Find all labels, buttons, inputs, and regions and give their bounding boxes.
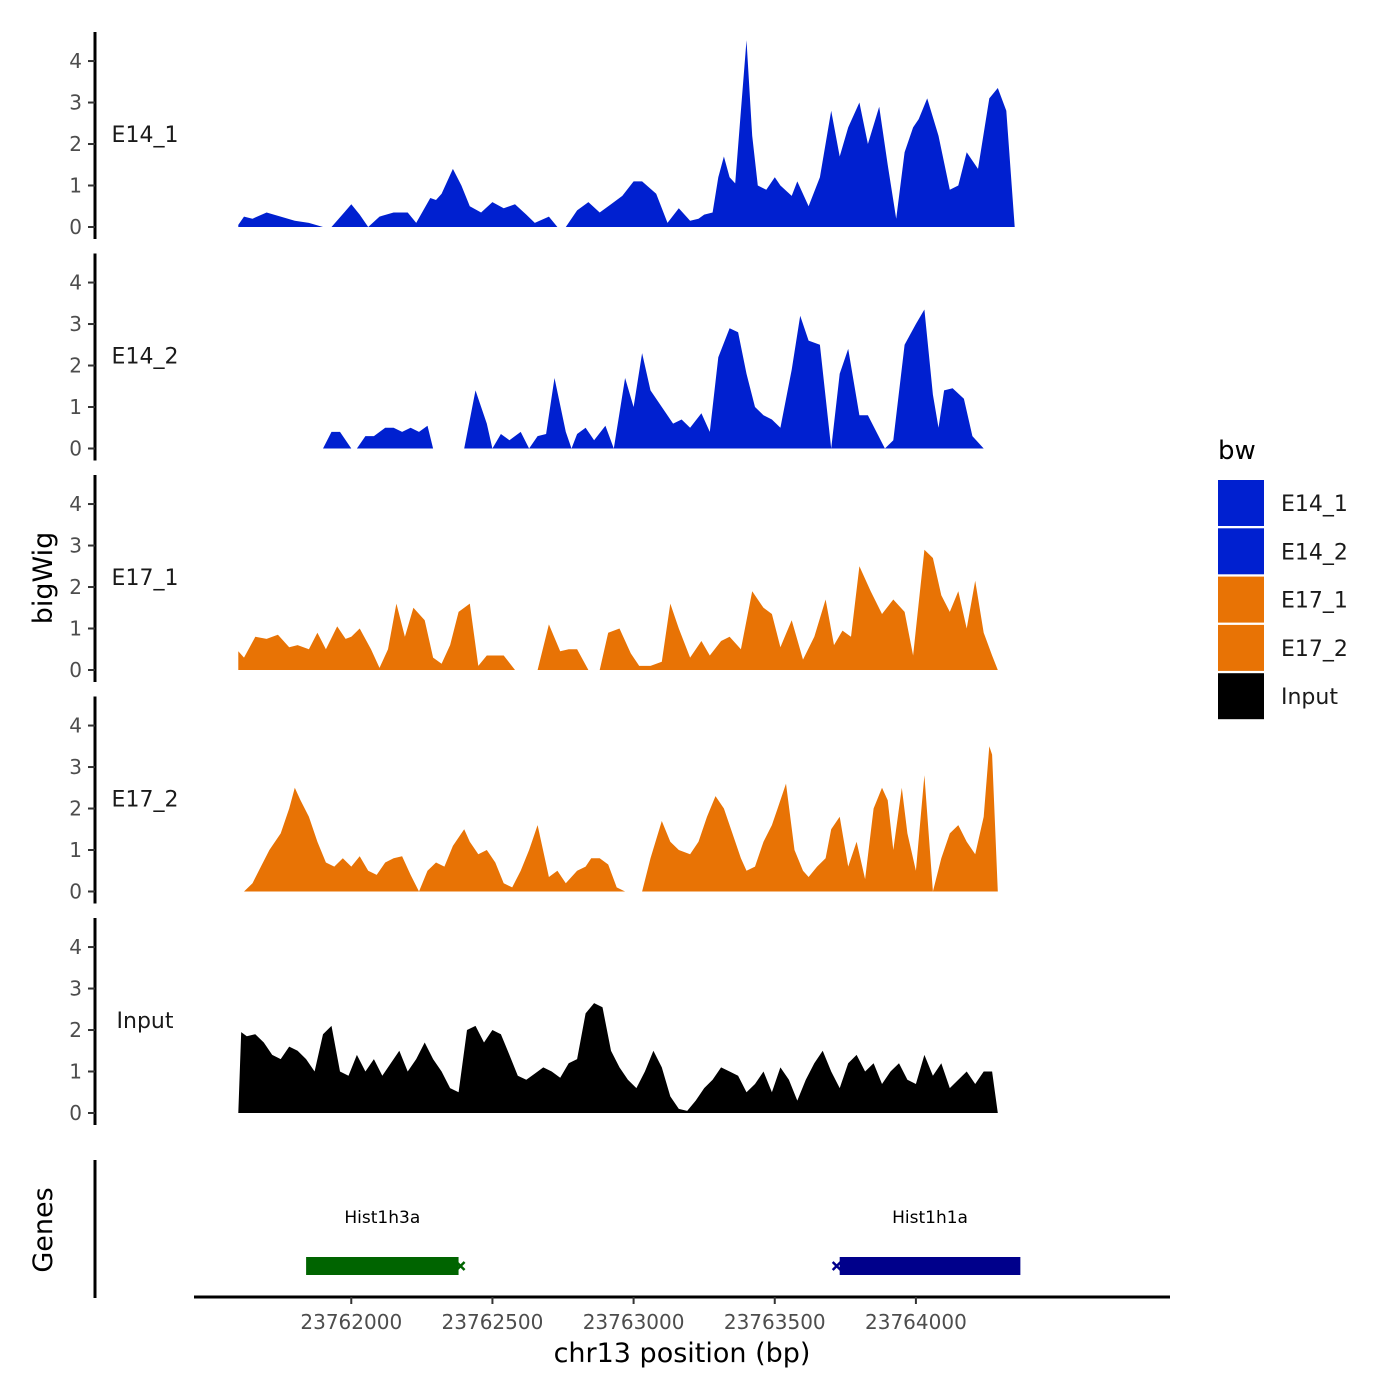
legend-swatch (1218, 528, 1264, 575)
track-label-E17_1: E17_1 (112, 566, 179, 591)
y-tick-label: 3 (69, 755, 82, 779)
y-tick-label: 1 (69, 1060, 82, 1084)
y-tick-label: 3 (69, 977, 82, 1001)
x-tick-label: 23764000 (865, 1310, 967, 1334)
gene-body (306, 1257, 459, 1275)
y-tick-label: 4 (69, 492, 82, 516)
y-tick-label: 4 (69, 714, 82, 738)
legend-label: E14_2 (1281, 540, 1348, 565)
track-E14_1: 0 1 2 3 4 E14_1 (69, 32, 1035, 239)
legend-label: E14_1 (1281, 492, 1348, 517)
legend-entry-E14_2: E14_2 (1218, 528, 1348, 575)
gene-label: Hist1h1a (892, 1208, 968, 1228)
y-tick-label: 0 (69, 215, 82, 239)
legend-swatch (1218, 624, 1264, 671)
y-axis-title: bigWig (28, 532, 59, 625)
y-tick-label: 3 (69, 534, 82, 558)
coverage-area-E17_2 (244, 746, 998, 892)
y-tick-label: 1 (69, 174, 82, 198)
gene-body (839, 1257, 1021, 1275)
coverage-area-E14_1 (238, 40, 1035, 227)
track-label-E17_2: E17_2 (112, 788, 179, 813)
y-tick-label: 0 (69, 1101, 82, 1125)
x-tick-label: 23762000 (300, 1310, 402, 1334)
y-tick-label: 2 (69, 797, 82, 821)
y-tick-label: 4 (69, 271, 82, 295)
y-tick-label: 2 (69, 575, 82, 599)
gene-track: Hist1h3a Hist1h1a (93, 1160, 1021, 1298)
gene-Hist1h1a: Hist1h1a (831, 1208, 1021, 1275)
y-tick-label: 0 (69, 880, 82, 904)
track-Input: 0 1 2 3 4 Input (69, 918, 998, 1125)
legend-title: bw (1218, 436, 1256, 466)
legend-entry-Input: Input (1218, 673, 1338, 720)
legend-label: Input (1281, 685, 1338, 710)
y-tick-label: 1 (69, 617, 82, 641)
y-tick-label: 3 (69, 91, 82, 115)
gene-label: Hist1h3a (344, 1208, 420, 1228)
track-E17_2: 0 1 2 3 4 E17_2 (69, 696, 998, 904)
y-tick-label: 2 (69, 354, 82, 378)
legend-swatch (1218, 576, 1264, 623)
y-tick-label: 3 (69, 312, 82, 336)
y-tick-label: 2 (69, 1018, 82, 1042)
track-label-E14_1: E14_1 (112, 123, 179, 148)
legend-label: E17_2 (1281, 637, 1348, 662)
legend-entry-E17_2: E17_2 (1218, 624, 1348, 671)
track-label-E14_2: E14_2 (112, 345, 179, 370)
legend-label: E17_1 (1281, 589, 1348, 614)
x-axis: 23762000 23762500 23763000 23763500 23764000 (194, 1295, 1170, 1334)
track-label-Input: Input (117, 1009, 174, 1034)
gene-end-marker (831, 1261, 842, 1271)
y-tick-label: 4 (69, 49, 82, 73)
y-tick-label: 4 (69, 935, 82, 959)
coverage-area-Input (238, 1003, 998, 1113)
x-axis-title: chr13 position (bp) (554, 1338, 811, 1369)
y-tick-label: 0 (69, 437, 82, 461)
legend-entry-E14_1: E14_1 (1218, 480, 1348, 526)
x-tick-label: 23762500 (442, 1310, 544, 1334)
coverage-area-E14_2 (323, 309, 998, 449)
legend-entry-E17_1: E17_1 (1218, 576, 1348, 623)
x-tick-label: 23763500 (724, 1310, 826, 1334)
y-tick-label: 1 (69, 838, 82, 862)
track-E14_2: 0 1 2 3 4 E14_2 (69, 253, 998, 461)
coverage-tracks: 0 1 2 3 4 E14_1 0 1 2 3 4 E14_2 0 1 2 3 4 E17_1 0 1 2 3 4 E17_2… (69, 32, 1035, 1125)
gene-end-marker (455, 1261, 466, 1271)
track-E17_1: 0 1 2 3 4 E17_1 (69, 475, 998, 682)
legend-swatch (1218, 673, 1264, 720)
y-tick-label: 1 (69, 395, 82, 419)
y-tick-label: 0 (69, 658, 82, 682)
x-tick-label: 23763000 (583, 1310, 685, 1334)
legend-swatch (1218, 480, 1264, 526)
legend: E14_1 E14_2 E17_1 E17_2 Input (1218, 480, 1348, 720)
y-tick-label: 2 (69, 132, 82, 156)
coverage-area-E17_1 (238, 549, 998, 670)
gene-Hist1h3a: Hist1h3a (306, 1208, 466, 1275)
genes-track-title: Genes (28, 1187, 59, 1272)
